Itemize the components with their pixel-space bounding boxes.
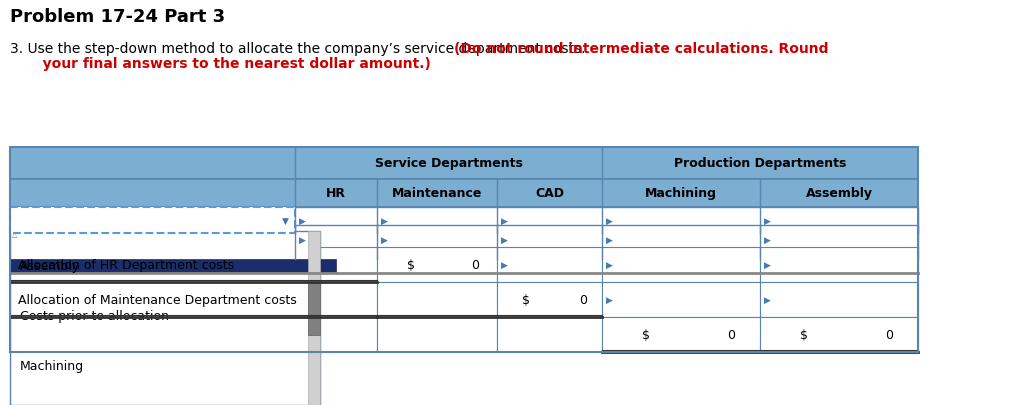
Bar — [377, 317, 497, 352]
Text: Maintenance: Maintenance — [392, 187, 482, 200]
Bar — [760, 317, 918, 352]
Bar — [760, 247, 918, 282]
Text: 0: 0 — [471, 258, 479, 271]
Bar — [308, 231, 319, 405]
Text: ▶: ▶ — [764, 235, 771, 244]
Bar — [295, 282, 377, 317]
Text: Service Departments: Service Departments — [375, 157, 522, 170]
Bar — [760, 282, 918, 317]
Bar — [10, 259, 336, 273]
Bar — [497, 317, 602, 352]
Text: Machining: Machining — [645, 187, 717, 200]
Text: ▶: ▶ — [764, 295, 771, 304]
Text: 3. Use the step-down method to allocate the company’s service department costs.: 3. Use the step-down method to allocate … — [10, 42, 590, 56]
Bar — [10, 282, 295, 317]
Bar — [10, 231, 319, 405]
Text: ▶: ▶ — [606, 295, 613, 304]
Bar — [10, 148, 918, 179]
Text: $: $ — [522, 293, 530, 306]
Text: ▶: ▶ — [299, 235, 306, 244]
Bar — [377, 282, 497, 317]
Bar — [295, 317, 377, 352]
Bar — [10, 226, 918, 259]
Bar — [497, 247, 602, 282]
Text: your final answers to the nearest dollar amount.): your final answers to the nearest dollar… — [28, 57, 431, 71]
Text: ▶: ▶ — [606, 235, 613, 244]
Text: ▶: ▶ — [501, 216, 508, 225]
Bar — [308, 284, 319, 336]
Text: (Do not round intermediate calculations. Round: (Do not round intermediate calculations.… — [454, 42, 828, 56]
Text: $: $ — [800, 328, 808, 341]
Text: Production Departments: Production Departments — [674, 157, 846, 170]
Text: Allocation of HR Department costs: Allocation of HR Department costs — [18, 258, 234, 271]
Bar — [377, 247, 497, 282]
Text: ▼: ▼ — [283, 216, 289, 225]
Text: △: △ — [12, 231, 17, 237]
Text: Machining: Machining — [20, 359, 84, 372]
Bar — [602, 282, 760, 317]
Text: ▶: ▶ — [764, 216, 771, 225]
Text: Assembly: Assembly — [20, 260, 80, 273]
Bar — [10, 207, 295, 233]
Text: ▶: ▶ — [764, 260, 771, 269]
Text: $: $ — [407, 258, 415, 271]
Bar — [10, 207, 918, 233]
Text: Assembly: Assembly — [806, 187, 872, 200]
Text: ▶: ▶ — [606, 260, 613, 269]
Bar — [10, 148, 918, 352]
Bar — [497, 282, 602, 317]
Text: 0: 0 — [728, 328, 735, 341]
Text: ▶: ▶ — [381, 216, 388, 225]
Text: Problem 17-24 Part 3: Problem 17-24 Part 3 — [10, 8, 225, 26]
Text: Allocation of Maintenance Department costs: Allocation of Maintenance Department cos… — [18, 293, 297, 306]
Text: CAD: CAD — [535, 187, 564, 200]
Text: Costs prior to allocation: Costs prior to allocation — [20, 309, 169, 322]
Text: 0: 0 — [580, 293, 587, 306]
Bar — [295, 247, 377, 282]
Text: ▶: ▶ — [606, 216, 613, 225]
Text: ▶: ▶ — [501, 260, 508, 269]
Bar — [10, 317, 295, 352]
Text: HR: HR — [326, 187, 346, 200]
Text: 0: 0 — [886, 328, 894, 341]
Text: ▶: ▶ — [381, 235, 388, 244]
Bar — [602, 247, 760, 282]
Bar — [602, 317, 760, 352]
Bar — [10, 247, 295, 282]
Text: ▶: ▶ — [501, 235, 508, 244]
Bar — [10, 179, 918, 207]
Text: $: $ — [642, 328, 650, 341]
Text: ▶: ▶ — [299, 216, 306, 225]
